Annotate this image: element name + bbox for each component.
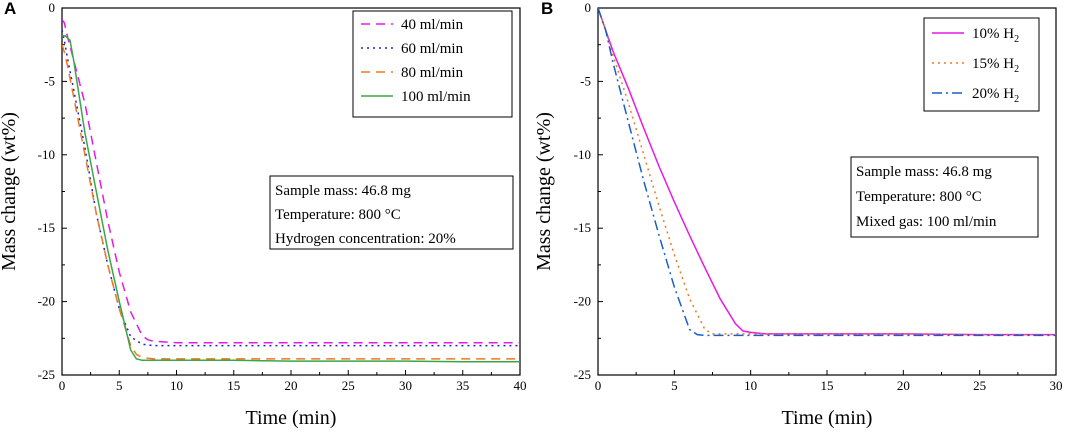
x-tick-label-a: 35: [456, 378, 469, 393]
y-tick-label-b: -25: [574, 367, 591, 382]
y-tick-label-b: -10: [574, 147, 591, 162]
y-tick-label-b: -20: [574, 294, 591, 309]
legend-label-sub-b-3: 2: [1014, 94, 1019, 105]
x-tick-label-a: 0: [59, 378, 66, 393]
x-tick-label-a: 30: [399, 378, 412, 393]
y-tick-label-b: -5: [580, 73, 591, 88]
x-tick-label-a: 15: [227, 378, 240, 393]
x-tick-label-a: 40: [514, 378, 527, 393]
y-axis-label-a: Mass change (wt%): [0, 112, 20, 271]
legend-label-main-b-2: 15% H: [972, 56, 1014, 72]
x-tick-label-b: 5: [671, 378, 678, 393]
x-tick-label-b: 25: [973, 378, 986, 393]
x-axis-label-a: Time (min): [246, 407, 337, 429]
annotation-box-a: [269, 175, 514, 250]
series-line-a-2: [62, 29, 520, 347]
legend-label-a-4: 100 ml/min: [401, 89, 471, 105]
y-tick-label-b: 0: [585, 0, 592, 15]
legend-label-sub-b-1: 2: [1014, 34, 1019, 45]
annotation-line-a-3: Hydrogen concentration: 20%: [275, 231, 456, 247]
panel-label-b: B: [541, 0, 554, 18]
legend-label-main-b-3: 20% H: [972, 86, 1014, 102]
annotation-line-b-2: Temperature: 800 °C: [856, 189, 982, 205]
annotation-line-a-1: Sample mass: 46.8 mg: [275, 183, 411, 199]
y-tick-label-a: 0: [49, 0, 56, 15]
legend-box-a: [352, 10, 513, 118]
legend-label-b-3: 20% H2: [972, 86, 1019, 105]
y-tick-label-a: -10: [38, 147, 55, 162]
series-line-a-4: [62, 35, 520, 363]
x-tick-label-a: 25: [342, 378, 355, 393]
x-tick-label-b: 20: [897, 378, 910, 393]
legend-label-b-1: 10% H2: [972, 26, 1019, 45]
x-tick-label-b: 30: [1050, 378, 1063, 393]
annotation-line-b-1: Sample mass: 46.8 mg: [856, 164, 992, 180]
annotation-line-a-2: Temperature: 800 °C: [275, 207, 401, 223]
series-line-b-3: [598, 8, 1056, 337]
legend-label-a-1: 40 ml/min: [401, 17, 464, 33]
y-tick-label-a: -25: [38, 367, 55, 382]
x-tick-label-b: 15: [821, 378, 834, 393]
legend-label-a-3: 80 ml/min: [401, 65, 464, 81]
x-tick-label-a: 20: [285, 378, 298, 393]
legend-label-sub-b-2: 2: [1014, 64, 1019, 75]
y-tick-label-b: -15: [574, 220, 591, 235]
series-line-a-3: [62, 44, 520, 360]
x-tick-label-a: 5: [116, 378, 123, 393]
series-line-a-1: [62, 19, 520, 344]
y-tick-label-a: -5: [44, 73, 55, 88]
y-tick-label-a: -15: [38, 220, 55, 235]
x-tick-label-b: 10: [744, 378, 757, 393]
legend-label-a-2: 60 ml/min: [401, 41, 464, 57]
panel-label-a: A: [4, 0, 17, 18]
chart-b: 0 5 10 15 20 25 30 0 -5 -10 -15 -20 -25 Time (min) Mas…: [533, 0, 1063, 429]
x-tick-label-b: 0: [595, 378, 602, 393]
annotation-line-b-3: Mixed gas: 100 ml/min: [856, 214, 997, 230]
x-axis-label-b: Time (min): [782, 407, 873, 429]
series-line-b-2: [598, 8, 1056, 336]
legend-label-main-b-1: 10% H: [972, 26, 1014, 42]
y-tick-label-a: -20: [38, 294, 55, 309]
chart-a: 0 5 10 15 20 25 30 35 40 0 -5 -10 -15 -20 -25 Time (min…: [0, 0, 527, 429]
x-tick-label-a: 10: [170, 378, 183, 393]
annotation-box-b: [850, 156, 1039, 238]
legend-label-b-2: 15% H2: [972, 56, 1019, 75]
y-axis-label-b: Mass change (wt%): [533, 112, 555, 271]
